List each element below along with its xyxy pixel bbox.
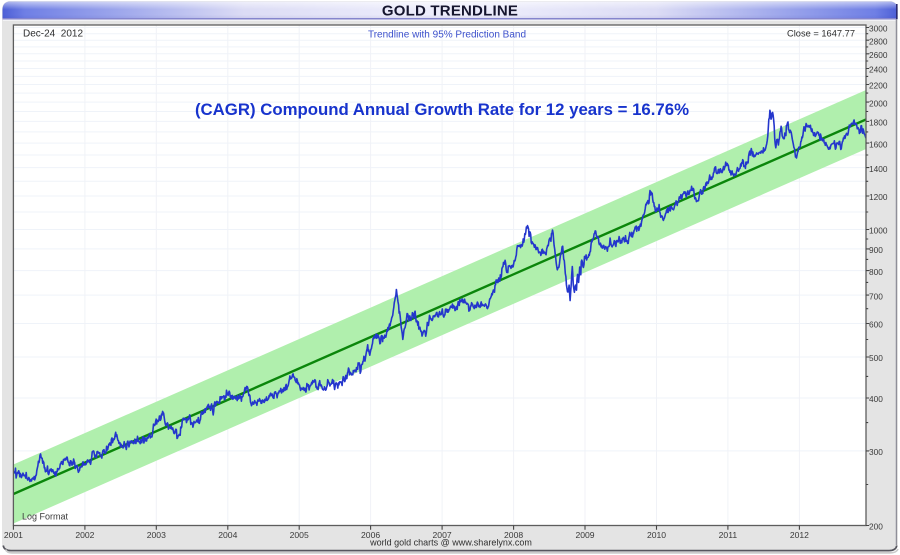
svg-text:GOLD TRENDLINE: GOLD TRENDLINE: [382, 3, 518, 20]
svg-text:Close = 1647.77: Close = 1647.77: [787, 29, 855, 39]
svg-text:2010: 2010: [647, 530, 666, 540]
svg-text:2400: 2400: [869, 65, 888, 75]
svg-text:2003: 2003: [147, 530, 166, 540]
svg-text:2001: 2001: [4, 530, 23, 540]
svg-text:600: 600: [869, 320, 883, 330]
svg-text:800: 800: [869, 267, 883, 277]
svg-text:700: 700: [869, 291, 883, 301]
svg-text:2600: 2600: [869, 50, 888, 60]
svg-text:2011: 2011: [719, 530, 738, 540]
svg-text:500: 500: [869, 353, 883, 363]
svg-text:1600: 1600: [869, 139, 888, 149]
svg-text:1000: 1000: [869, 226, 888, 236]
svg-text:2000: 2000: [869, 98, 888, 108]
svg-text:2006: 2006: [361, 530, 380, 540]
svg-text:2002: 2002: [75, 530, 94, 540]
svg-text:2005: 2005: [290, 530, 309, 540]
svg-text:400: 400: [869, 394, 883, 404]
svg-text:2009: 2009: [575, 530, 594, 540]
svg-text:2008: 2008: [504, 530, 523, 540]
svg-text:Trendline with 95% Prediction: Trendline with 95% Prediction Band: [368, 29, 526, 40]
svg-text:1400: 1400: [869, 164, 888, 174]
svg-text:(CAGR) Compound Annual Growth: (CAGR) Compound Annual Growth Rate for 1…: [195, 100, 689, 119]
svg-text:2004: 2004: [218, 530, 237, 540]
svg-text:200: 200: [869, 522, 883, 532]
svg-text:1200: 1200: [869, 192, 888, 202]
svg-text:Dec-24 2012: Dec-24 2012: [23, 29, 83, 40]
svg-text:3000: 3000: [869, 24, 888, 34]
svg-text:Log Format: Log Format: [22, 512, 69, 522]
svg-text:world gold charts @ www.sharel: world gold charts @ www.sharelynx.com: [369, 537, 532, 547]
svg-text:2800: 2800: [869, 36, 888, 46]
svg-text:2007: 2007: [433, 530, 452, 540]
svg-text:1800: 1800: [869, 118, 888, 128]
svg-text:300: 300: [869, 447, 883, 457]
svg-text:2200: 2200: [869, 81, 888, 91]
svg-text:2012: 2012: [790, 530, 809, 540]
svg-text:900: 900: [869, 245, 883, 255]
